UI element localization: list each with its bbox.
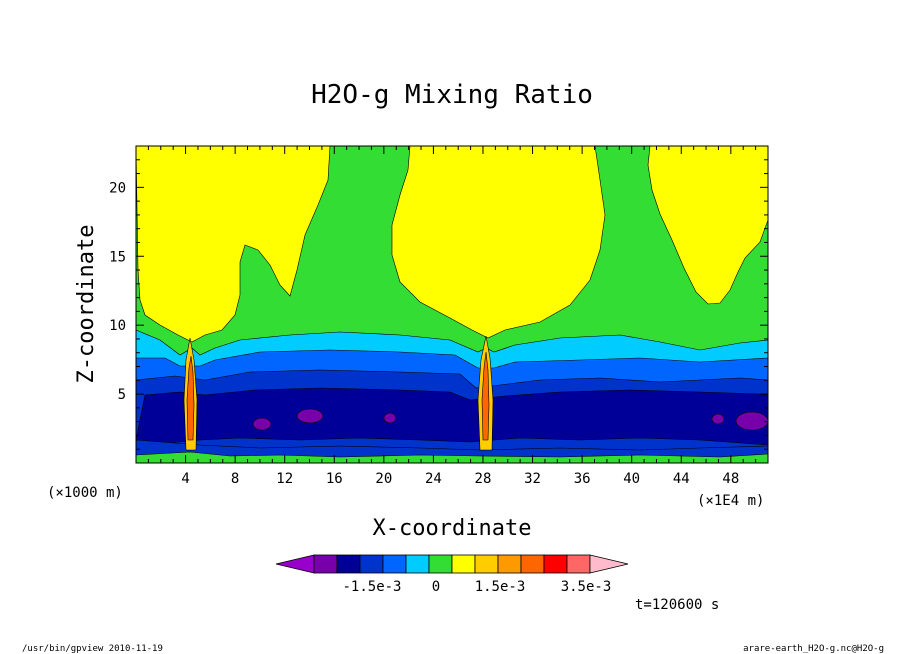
footer-left: /usr/bin/gpview 2010-11-19 [22, 644, 163, 654]
colorbar-cell [543, 554, 568, 574]
x-unit-left: (×1000 m) [47, 485, 123, 501]
plot-frame [135, 145, 769, 464]
x-tick-label: 36 [574, 471, 591, 487]
colorbar-cell [336, 554, 361, 574]
colorbar-cell [359, 554, 384, 574]
x-tick-label: 32 [524, 471, 541, 487]
colorbar-cell [451, 554, 476, 574]
colorbar-cell [520, 554, 545, 574]
x-tick-label: 28 [475, 471, 492, 487]
y-tick-label: 20 [109, 180, 126, 196]
contour-purple-blob [711, 413, 725, 425]
y-axis: 5 10 15 20 [109, 159, 768, 450]
contour-surface-green [136, 451, 768, 463]
x-tick-label: 48 [722, 471, 739, 487]
time-label: t=120600 s [635, 597, 719, 613]
colorbar-end-low [275, 554, 315, 574]
contour-purple-blob [252, 417, 272, 431]
x-tick-label: 8 [231, 471, 239, 487]
colorbar-label: -1.5e-3 [342, 579, 401, 595]
contour-purple-blob [383, 412, 397, 424]
contour-yellow-left [136, 146, 331, 343]
contour-navy-core [136, 387, 768, 446]
y-tick-label: 15 [109, 249, 126, 265]
colorbar-label: 0 [432, 579, 440, 595]
x-tick-label: 40 [623, 471, 640, 487]
plot-area [136, 146, 768, 463]
contour-yellow-middle [391, 146, 606, 339]
x-tick-label: 24 [425, 471, 442, 487]
colorbar-cell [382, 554, 407, 574]
contour-purple-blob [296, 408, 324, 424]
colorbar-label: 3.5e-3 [561, 579, 612, 595]
colorbar-end-high [589, 554, 629, 574]
y-axis-label: Z-coordinate [74, 225, 99, 384]
x-tick-label: 16 [326, 471, 343, 487]
x-tick-label: 4 [181, 471, 189, 487]
colorbar [275, 554, 629, 574]
y-tick-label: 10 [109, 318, 126, 334]
x-tick-label: 20 [375, 471, 392, 487]
x-axis: 4 8 12 16 20 24 28 32 36 40 44 48 [147, 146, 757, 487]
colorbar-cell [405, 554, 430, 574]
contour-purple-blob [735, 411, 768, 431]
x-tick-label: 12 [276, 471, 293, 487]
colorbar-cell [566, 554, 591, 574]
x-unit-right: (×1E4 m) [697, 493, 764, 509]
plume-core-left [186, 355, 195, 441]
chart-title: H2O-g Mixing Ratio [311, 80, 593, 110]
plume-core-right [481, 351, 490, 441]
colorbar-cell [497, 554, 522, 574]
colorbar-cell [474, 554, 499, 574]
contour-yellow-right [647, 146, 768, 305]
x-tick-label: 44 [673, 471, 690, 487]
x-axis-label: X-coordinate [373, 516, 532, 541]
y-tick-label: 5 [118, 387, 126, 403]
colorbar-cell [428, 554, 453, 574]
footer-right: arare-earth_H2O-g.nc@H2O-g [743, 644, 884, 654]
colorbar-label: 1.5e-3 [475, 579, 526, 595]
colorbar-cell [313, 554, 338, 574]
